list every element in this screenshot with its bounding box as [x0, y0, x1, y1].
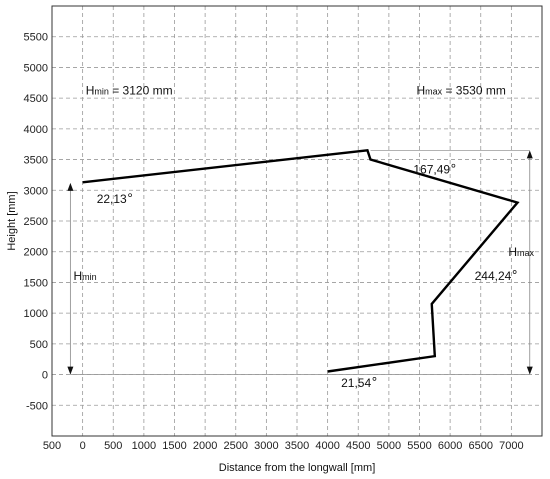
x-tick-label: 5000: [377, 440, 401, 452]
hmax-dimension-label-main: H: [508, 245, 517, 259]
series-line: [82, 149, 520, 373]
hmax-annotation-sub: max: [425, 86, 443, 96]
x-tick-label: 5500: [407, 440, 431, 452]
y-tick-label: 5500: [24, 32, 48, 44]
y-tick-label: 3500: [24, 155, 48, 167]
y-tick-label: -500: [26, 400, 48, 412]
arrow-head-down: [526, 366, 533, 375]
x-tick-label: 2500: [224, 440, 248, 452]
hmin-dimension-label-sub: min: [82, 272, 97, 282]
arrow-head-up: [526, 150, 533, 159]
hmin-annotation-main: H: [86, 83, 95, 97]
plot-frame: [51, 5, 543, 437]
y-tick-label: 4000: [24, 124, 48, 136]
hmin-annotation-value: = 3120 mm: [109, 83, 173, 97]
x-tick-label: 500: [104, 440, 122, 452]
angle-label-3: 244,24: [475, 269, 512, 283]
y-tick-label: 3000: [24, 185, 48, 197]
y-tick-label: 1500: [24, 277, 48, 289]
x-tick-label: 6000: [438, 440, 462, 452]
y-tick-label: 4500: [24, 93, 48, 105]
arrow-head-down: [67, 366, 74, 375]
y-tick-labels: -500 0 500 1000 1500 2000 2500 3000 3500 4000 4500…: [24, 32, 48, 413]
y-tick-label: 1000: [24, 308, 48, 320]
x-tick-label: 500: [43, 440, 61, 452]
y-tick-label: 2500: [24, 216, 48, 228]
x-tick-label: 2000: [193, 440, 217, 452]
angle-label-2: 167,49: [413, 163, 450, 177]
reference-lines: [67, 149, 533, 375]
x-tick-label: 1500: [162, 440, 186, 452]
degree-symbol: [128, 193, 132, 198]
x-tick-label: 4000: [315, 440, 339, 452]
angle-label-1: 22,13: [97, 192, 127, 206]
arrow-head-up: [67, 182, 74, 191]
x-tick-label: 0: [80, 440, 86, 452]
hmin-dimension-label: Hmin: [73, 269, 96, 283]
x-tick-label: 4500: [346, 440, 370, 452]
degree-symbol: [372, 377, 377, 381]
y-tick-label: 0: [42, 370, 48, 382]
annotations: Hmin = 3120 mm Hmax = 3530 mmHminHmax22,1…: [73, 83, 534, 389]
hmax-dimension-label-sub: max: [517, 248, 535, 258]
series: [82, 149, 520, 373]
x-tick-labels: 500 0 500 1000 1500 2000 2500 3000 3500 4000 4500 5…: [43, 440, 524, 452]
hmin-dimension-label-main: H: [73, 269, 82, 283]
angle-label-4: 21,54: [341, 376, 371, 390]
y-tick-label: 5000: [24, 62, 48, 74]
degree-symbol: [451, 163, 456, 168]
y-axis-label: Height [mm]: [6, 191, 18, 250]
degree-symbol: [512, 270, 517, 274]
grid: [52, 6, 542, 436]
x-tick-label: 1000: [132, 440, 156, 452]
x-tick-label: 3500: [285, 440, 309, 452]
hmax-dimension-label: Hmax: [508, 245, 534, 259]
x-tick-label: 6500: [469, 440, 493, 452]
y-tick-label: 2000: [24, 247, 48, 259]
hmax-annotation-value: = 3530 mm: [442, 83, 506, 97]
hmin-annotation: Hmin = 3120 mm: [86, 83, 173, 97]
hmax-annotation-main: H: [416, 83, 425, 97]
y-tick-label: 500: [30, 339, 48, 351]
x-tick-label: 7000: [499, 440, 523, 452]
x-tick-label: 3000: [254, 440, 278, 452]
x-axis-label: Distance from the longwall [mm]: [219, 462, 376, 474]
hmin-annotation-sub: min: [94, 86, 109, 96]
hmax-annotation: Hmax = 3530 mm: [416, 83, 505, 97]
